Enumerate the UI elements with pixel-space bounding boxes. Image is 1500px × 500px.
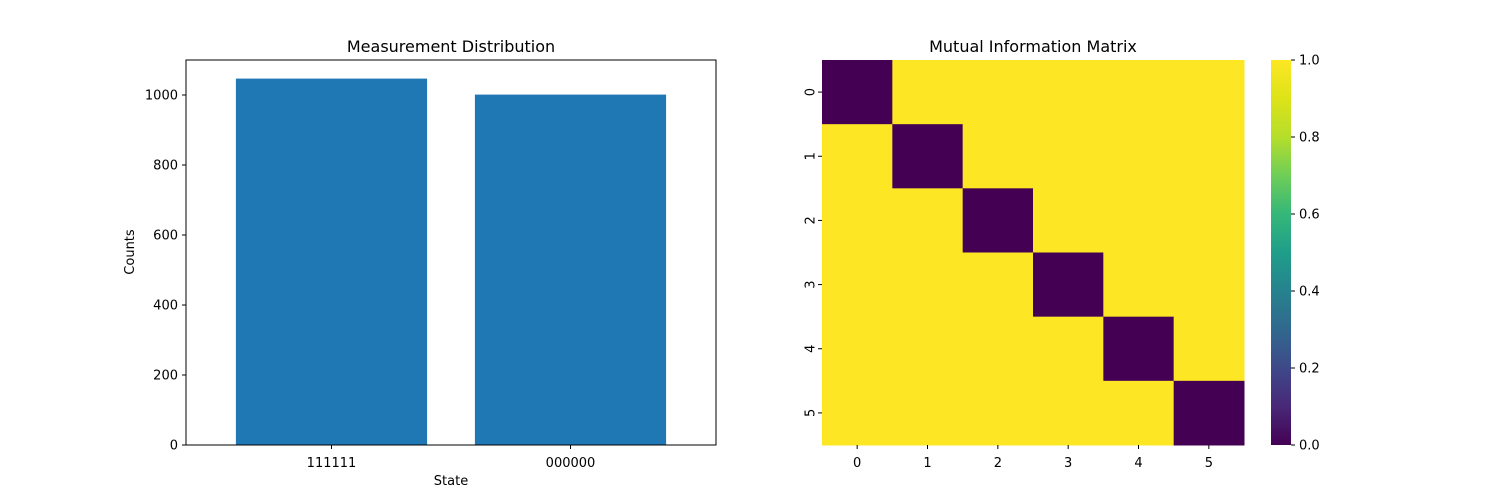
heatmap-cell [1033,252,1104,318]
bar-x-tick-label: 111111 [307,456,357,471]
heatmap-cell [822,188,893,253]
heatmap-cell [822,380,893,446]
heatmap-cell [1173,252,1245,318]
colorbar-tick-label: 0.2 [1299,362,1320,377]
heatmap-x-tick-label: 3 [1064,456,1072,471]
heatmap-panel: Mutual Information Matrix 0 1 2 3 4 5 0 1 2 3 4 5 [804,37,1245,471]
heatmap-cell [1033,60,1104,125]
heatmap-cell [892,252,964,318]
bar-000000 [474,94,667,445]
heatmap-cell [1103,60,1175,125]
heatmap-cell [1103,380,1175,446]
bar-x-axis-label: State [434,474,468,489]
heatmap-y-tick-label: 2 [804,216,819,224]
bar-plot-frame [185,59,717,446]
bar-111111 [235,78,428,445]
heatmap-cell [892,316,964,382]
heatmap-cell [1033,316,1104,382]
heatmap-cell [1103,316,1175,382]
heatmap-cell [892,60,964,125]
heatmap-cell [962,188,1034,253]
bar-y-axis-ticks: 0 200 400 600 800 1000 [145,89,186,454]
colorbar-tick-label: 0.0 [1299,439,1320,454]
heatmap-x-tick-label: 4 [1134,456,1142,471]
heatmap-cell [1033,124,1104,189]
heatmap-cell [892,124,964,189]
heatmap-cell [822,60,893,125]
heatmap-cell [1103,124,1175,189]
bar-x-axis-ticks: 111111 000000 [307,445,596,471]
heatmap-cell [1173,380,1245,446]
heatmap-x-tick-label: 5 [1205,456,1213,471]
heatmap-cell [962,380,1034,446]
bar-y-tick-label: 400 [153,299,178,314]
bar-y-tick-label: 600 [153,229,178,244]
heatmap-title: Mutual Information Matrix [929,37,1137,56]
colorbar-tick-label: 0.8 [1299,131,1320,146]
bar-y-tick-label: 200 [153,369,178,384]
heatmap-x-tick-label: 0 [853,456,861,471]
colorbar-tick-label: 1.0 [1299,54,1320,69]
heatmap-cell [1173,316,1245,382]
heatmap-cell [822,316,893,382]
colorbar: 0.0 0.2 0.4 0.6 0.8 1.0 [1271,54,1320,454]
bar-marks [235,78,667,445]
bar-chart-title: Measurement Distribution [347,37,555,56]
heatmap-cell [1173,60,1245,125]
heatmap-x-ticks: 0 1 2 3 4 5 [853,445,1213,471]
colorbar-tick-label: 0.4 [1299,285,1320,300]
heatmap-cells [822,60,1245,446]
heatmap-cell [962,60,1034,125]
heatmap-y-tick-label: 0 [804,88,819,96]
heatmap-y-tick-label: 3 [804,280,819,288]
heatmap-x-tick-label: 2 [994,456,1002,471]
heatmap-y-tick-label: 1 [804,152,819,160]
bar-chart-panel: Measurement Distribution 0 200 400 600 800 10… [123,37,717,489]
heatmap-cell [1103,252,1175,318]
bar-y-axis-label: Counts [123,229,138,275]
colorbar-gradient [1271,60,1291,445]
heatmap-y-tick-label: 5 [804,409,819,417]
heatmap-cell [822,124,893,189]
colorbar-ticks: 0.0 0.2 0.4 0.6 0.8 1.0 [1291,54,1320,454]
bar-x-tick-label: 000000 [546,456,596,471]
heatmap-cell [892,380,964,446]
heatmap-cell [822,252,893,318]
heatmap-cell [892,188,964,253]
heatmap-y-ticks: 0 1 2 3 4 5 [804,88,822,417]
heatmap-y-tick-label: 4 [804,345,819,353]
heatmap-cell [1033,380,1104,446]
colorbar-tick-label: 0.6 [1299,208,1320,223]
heatmap-cell [962,316,1034,382]
heatmap-cell [1173,188,1245,253]
bar-y-tick-label: 800 [153,159,178,174]
heatmap-cell [1033,188,1104,253]
heatmap-cell [1173,124,1245,189]
bar-y-tick-label: 1000 [145,89,178,104]
heatmap-cell [962,252,1034,318]
heatmap-cell [1103,188,1175,253]
heatmap-cell [962,124,1034,189]
heatmap-x-tick-label: 1 [923,456,931,471]
bar-y-tick-label: 0 [170,439,178,454]
